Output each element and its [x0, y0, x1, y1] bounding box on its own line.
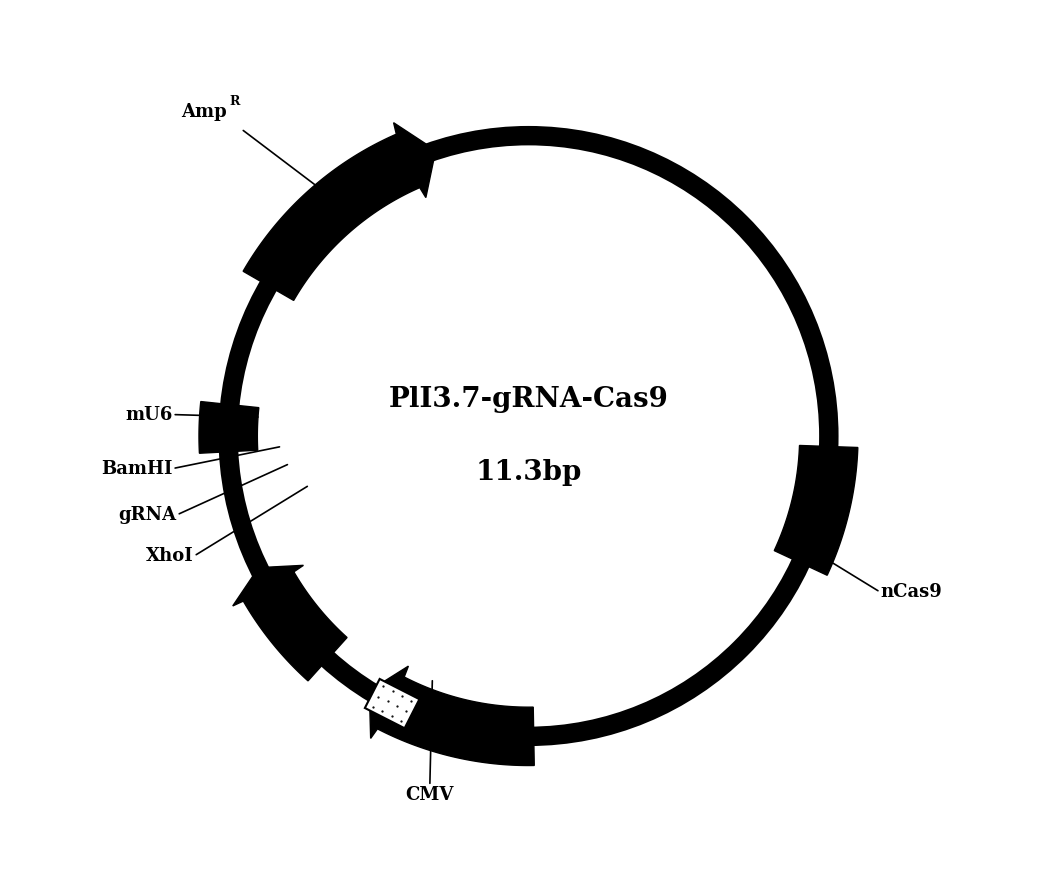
Polygon shape: [199, 402, 259, 453]
Text: 11.3bp: 11.3bp: [476, 459, 581, 486]
Text: PlI3.7-gRNA-Cas9: PlI3.7-gRNA-Cas9: [389, 386, 668, 413]
Text: gRNA: gRNA: [118, 506, 177, 524]
Polygon shape: [243, 123, 435, 301]
Polygon shape: [365, 679, 420, 728]
Text: BamHI: BamHI: [100, 460, 172, 478]
Polygon shape: [369, 666, 534, 766]
Text: Amp: Amp: [181, 103, 226, 121]
Polygon shape: [775, 446, 858, 576]
Text: R: R: [229, 95, 240, 108]
Polygon shape: [233, 565, 347, 681]
Text: XhoI: XhoI: [146, 547, 193, 565]
Text: nCas9: nCas9: [880, 583, 942, 601]
Text: mU6: mU6: [125, 405, 172, 424]
Text: CMV: CMV: [406, 787, 455, 804]
